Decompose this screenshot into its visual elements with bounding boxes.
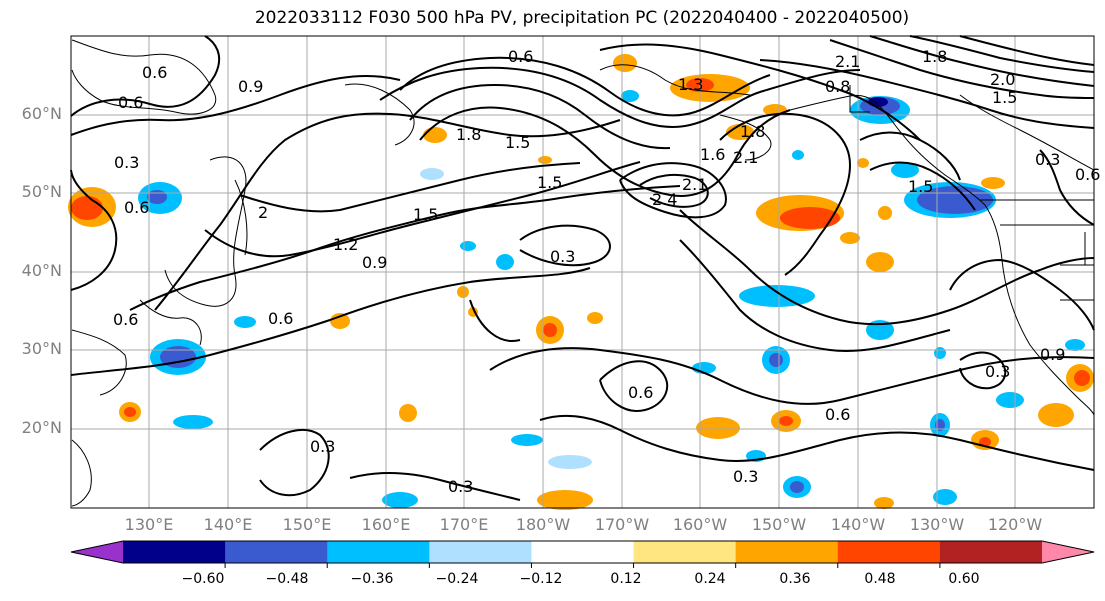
colorbar-tick-label: 0.36 xyxy=(779,571,811,587)
colorbar-tick-label: 0.24 xyxy=(694,571,726,587)
contour-label: 1.5 xyxy=(537,173,562,192)
lon-label: 130°E xyxy=(124,515,174,534)
contour-label: 0.6 xyxy=(118,93,143,112)
lat-label: 20°N xyxy=(21,418,62,437)
lon-label: 150°W xyxy=(751,515,807,534)
contour-label: 0.3 xyxy=(114,153,139,172)
colorbar-tick-label: 0.60 xyxy=(948,571,980,587)
chart-title: 2022033112 F030 500 hPa PV, precipitatio… xyxy=(254,8,910,28)
contour-label: 0.6 xyxy=(268,309,293,328)
contour-label: 0.3 xyxy=(550,247,575,266)
lon-label: 160°W xyxy=(672,515,728,534)
contour-label: 0.9 xyxy=(1040,345,1065,364)
contour-label: 0.3 xyxy=(1035,150,1060,169)
lon-label: 120°W xyxy=(987,515,1043,534)
lon-label: 180°W xyxy=(515,515,571,534)
pv-contours xyxy=(70,35,1095,501)
lon-label: 140°W xyxy=(830,515,886,534)
lon-label: 170°E xyxy=(439,515,489,534)
contour-label: 1.5 xyxy=(908,177,933,196)
contour-label: 2.1 xyxy=(682,175,707,194)
lon-label: 170°W xyxy=(594,515,650,534)
colorbar-tick-label: −0.36 xyxy=(350,571,394,587)
contour-label-layer: 0.9 0.6 0.6 0.3 0.6 1.8 1.5 0.6 1.3 2.1 … xyxy=(113,47,1100,496)
colorbar-tick-label: 0.48 xyxy=(864,571,896,587)
colorbar-tick-label: 0.12 xyxy=(610,571,642,587)
contour-label: 0.9 xyxy=(362,253,387,272)
contour-label: 0.6 xyxy=(113,310,138,329)
contour-label: 0.6 xyxy=(124,198,149,217)
lon-label: 140°E xyxy=(203,515,253,534)
contour-label: 2.0 xyxy=(990,70,1015,89)
contour-label: 1.5 xyxy=(413,205,438,224)
colorbar-tick-label: −0.48 xyxy=(265,571,309,587)
contour-label: 0.6 xyxy=(508,47,533,66)
contour-label: 0.8 xyxy=(825,77,850,96)
precip-shading xyxy=(68,54,1094,510)
contour-label: 1.8 xyxy=(456,125,481,144)
lat-label: 40°N xyxy=(21,261,62,280)
contour-label: 0.6 xyxy=(142,63,167,82)
map-border xyxy=(70,35,1095,509)
contour-label: 0.6 xyxy=(825,405,850,424)
lon-label: 160°E xyxy=(361,515,411,534)
contour-label: 0.6 xyxy=(1075,165,1100,184)
contour-label: 1.8 xyxy=(740,122,765,141)
contour-label: 0.6 xyxy=(628,383,653,402)
contour-label: 2.4 xyxy=(652,190,677,209)
contour-label: 1.3 xyxy=(678,75,703,94)
contour-label: 0.3 xyxy=(310,437,335,456)
contour-label: 1.2 xyxy=(333,235,358,254)
coastlines xyxy=(71,39,1095,507)
contour-label: 0.9 xyxy=(238,77,263,96)
lon-label: 150°E xyxy=(282,515,332,534)
contour-label: 0.3 xyxy=(448,477,473,496)
contour-label: 2 xyxy=(258,203,268,222)
lat-label: 60°N xyxy=(21,104,62,123)
contour-label: 1.5 xyxy=(992,88,1017,107)
colorbar-tick-label: −0.60 xyxy=(181,571,225,587)
contour-label: 1.5 xyxy=(505,133,530,152)
colorbar-tick-label: −0.24 xyxy=(435,571,479,587)
contour-label: 1.6 xyxy=(700,145,725,164)
contour-label: 0.3 xyxy=(985,362,1010,381)
lat-label: 30°N xyxy=(21,339,62,358)
lon-label: 130°W xyxy=(909,515,965,534)
contour-label: 0.3 xyxy=(733,467,758,486)
contour-label: 2.1 xyxy=(733,148,758,167)
gridlines xyxy=(71,36,1094,508)
contour-label: 2.1 xyxy=(835,52,860,71)
lat-label: 50°N xyxy=(21,182,62,201)
colorbar-tick-label: −0.12 xyxy=(519,571,563,587)
contour-label: 1.8 xyxy=(922,47,947,66)
